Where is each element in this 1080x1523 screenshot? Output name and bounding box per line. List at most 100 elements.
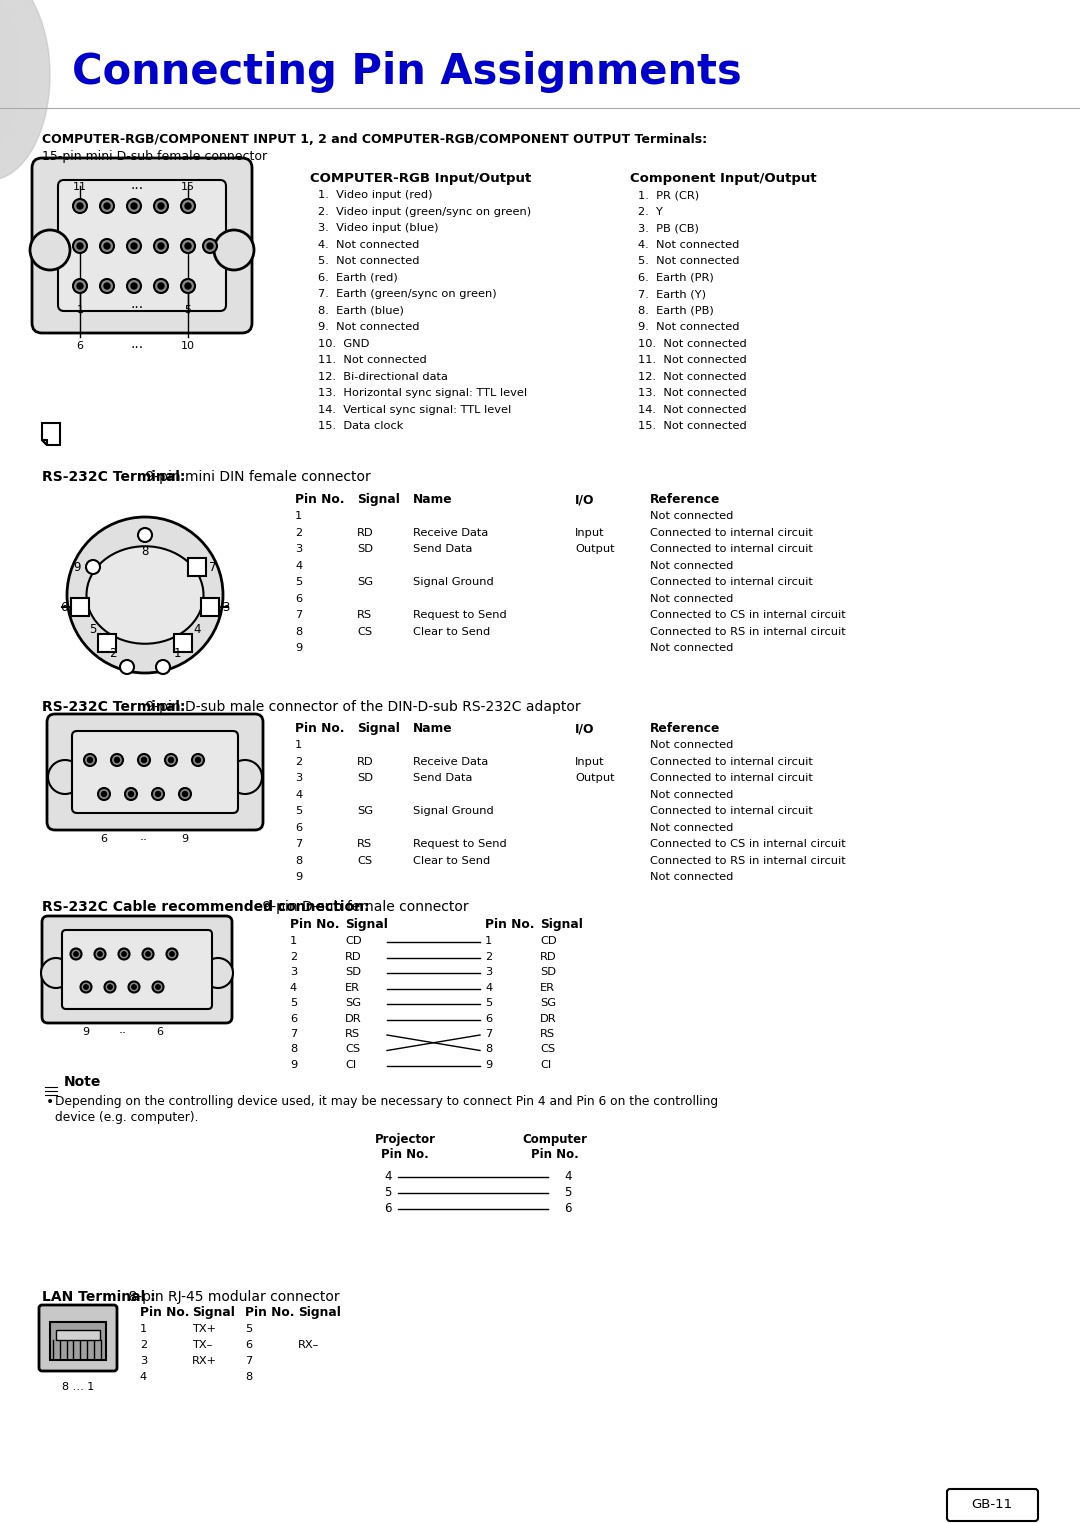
Circle shape — [48, 760, 82, 793]
Text: Not connected: Not connected — [650, 560, 733, 571]
Text: 7.  Earth (Y): 7. Earth (Y) — [638, 289, 706, 299]
Circle shape — [127, 279, 141, 292]
Circle shape — [77, 283, 83, 289]
Text: Not connected: Not connected — [650, 594, 733, 603]
Circle shape — [141, 757, 147, 763]
Text: Send Data: Send Data — [413, 544, 472, 554]
FancyBboxPatch shape — [72, 731, 238, 813]
Circle shape — [132, 985, 136, 990]
Text: 10.  GND: 10. GND — [318, 338, 369, 349]
Text: Connected to internal circuit: Connected to internal circuit — [650, 774, 813, 783]
Text: Request to Send: Request to Send — [413, 611, 507, 620]
Text: RS-232C Cable recommended connection:: RS-232C Cable recommended connection: — [42, 900, 369, 914]
Text: 8: 8 — [141, 545, 149, 557]
Circle shape — [84, 985, 89, 990]
Text: 10: 10 — [181, 341, 195, 350]
Text: Connecting Pin Assignments: Connecting Pin Assignments — [72, 50, 742, 93]
Text: Signal: Signal — [357, 493, 400, 506]
Text: 1: 1 — [173, 932, 179, 943]
Text: 3: 3 — [295, 544, 302, 554]
Text: 2: 2 — [295, 757, 302, 766]
Text: ··: ·· — [119, 1027, 127, 1040]
Circle shape — [108, 985, 112, 990]
Text: 9: 9 — [295, 643, 302, 653]
Circle shape — [122, 952, 126, 956]
Circle shape — [138, 754, 150, 766]
Circle shape — [185, 244, 191, 248]
Circle shape — [131, 244, 137, 248]
Circle shape — [81, 981, 92, 993]
Text: DR: DR — [345, 1013, 362, 1023]
Text: 1: 1 — [140, 1323, 147, 1334]
Polygon shape — [42, 423, 60, 445]
Text: DR: DR — [540, 1013, 556, 1023]
Text: 4.  Not connected: 4. Not connected — [318, 239, 419, 250]
Text: 5: 5 — [185, 305, 191, 315]
Text: 9: 9 — [291, 1060, 297, 1071]
Text: ER: ER — [540, 982, 555, 993]
Text: RS: RS — [357, 839, 373, 848]
Text: Receive Data: Receive Data — [413, 527, 488, 538]
Text: ···: ··· — [118, 932, 130, 944]
Text: SD: SD — [540, 967, 556, 976]
Text: 8-pin RJ-45 modular connector: 8-pin RJ-45 modular connector — [124, 1290, 339, 1304]
Ellipse shape — [0, 0, 50, 180]
Text: Output: Output — [575, 544, 615, 554]
Text: 1.  Video input (red): 1. Video input (red) — [318, 190, 432, 200]
Text: Depending on the controlling device used, it may be necessary to connect Pin 4 a: Depending on the controlling device used… — [55, 1095, 718, 1109]
FancyBboxPatch shape — [62, 931, 212, 1010]
Text: CS: CS — [540, 1045, 555, 1054]
Text: CD: CD — [345, 937, 362, 946]
Text: 5: 5 — [295, 806, 302, 816]
Text: 7: 7 — [245, 1355, 253, 1366]
Text: Reference: Reference — [650, 493, 720, 506]
Text: 6: 6 — [564, 1203, 571, 1215]
Circle shape — [86, 560, 100, 574]
Text: ···: ··· — [131, 302, 144, 315]
Circle shape — [181, 279, 195, 292]
Text: 6: 6 — [485, 1013, 492, 1023]
Text: RX–: RX– — [298, 1340, 320, 1349]
Text: 5: 5 — [194, 734, 202, 745]
Circle shape — [41, 958, 71, 988]
Bar — [98, 634, 116, 652]
Text: 13.  Not connected: 13. Not connected — [638, 388, 746, 398]
Text: LAN Terminal :: LAN Terminal : — [42, 1290, 156, 1304]
Ellipse shape — [0, 0, 21, 157]
Text: ···: ··· — [131, 341, 144, 355]
Circle shape — [165, 754, 177, 766]
Text: SD: SD — [345, 967, 361, 976]
Text: Connected to RS in internal circuit: Connected to RS in internal circuit — [650, 626, 846, 637]
Text: 9-pin D-sub male connector of the DIN-D-sub RS-232C adaptor: 9-pin D-sub male connector of the DIN-D-… — [141, 701, 581, 714]
Circle shape — [70, 949, 81, 959]
Text: TX+: TX+ — [192, 1323, 216, 1334]
Text: 10.  Not connected: 10. Not connected — [638, 338, 746, 349]
Text: CS: CS — [345, 1045, 360, 1054]
Text: 6: 6 — [384, 1203, 392, 1215]
Text: 6: 6 — [77, 341, 83, 350]
Text: 4: 4 — [291, 982, 297, 993]
Text: 5: 5 — [384, 1186, 392, 1200]
Text: Output: Output — [575, 774, 615, 783]
Circle shape — [156, 985, 160, 990]
Circle shape — [102, 792, 107, 797]
Text: 5: 5 — [68, 932, 76, 943]
Circle shape — [158, 283, 164, 289]
Circle shape — [111, 754, 123, 766]
Text: 4: 4 — [564, 1171, 571, 1183]
Text: Name: Name — [413, 493, 453, 506]
Text: 3: 3 — [222, 600, 230, 614]
Bar — [56, 1330, 100, 1340]
Circle shape — [104, 244, 110, 248]
Text: 13.  Horizontal sync signal: TTL level: 13. Horizontal sync signal: TTL level — [318, 388, 527, 398]
Text: GB-11: GB-11 — [971, 1499, 1013, 1511]
Text: Pin No.: Pin No. — [295, 493, 345, 506]
Text: 3: 3 — [485, 967, 492, 976]
Circle shape — [98, 787, 110, 800]
Text: 3: 3 — [291, 967, 297, 976]
Circle shape — [214, 230, 254, 270]
Text: 4.  Not connected: 4. Not connected — [638, 239, 740, 250]
Text: Connected to internal circuit: Connected to internal circuit — [650, 544, 813, 554]
Text: Pin No.: Pin No. — [295, 722, 345, 736]
Text: Reference: Reference — [650, 722, 720, 736]
